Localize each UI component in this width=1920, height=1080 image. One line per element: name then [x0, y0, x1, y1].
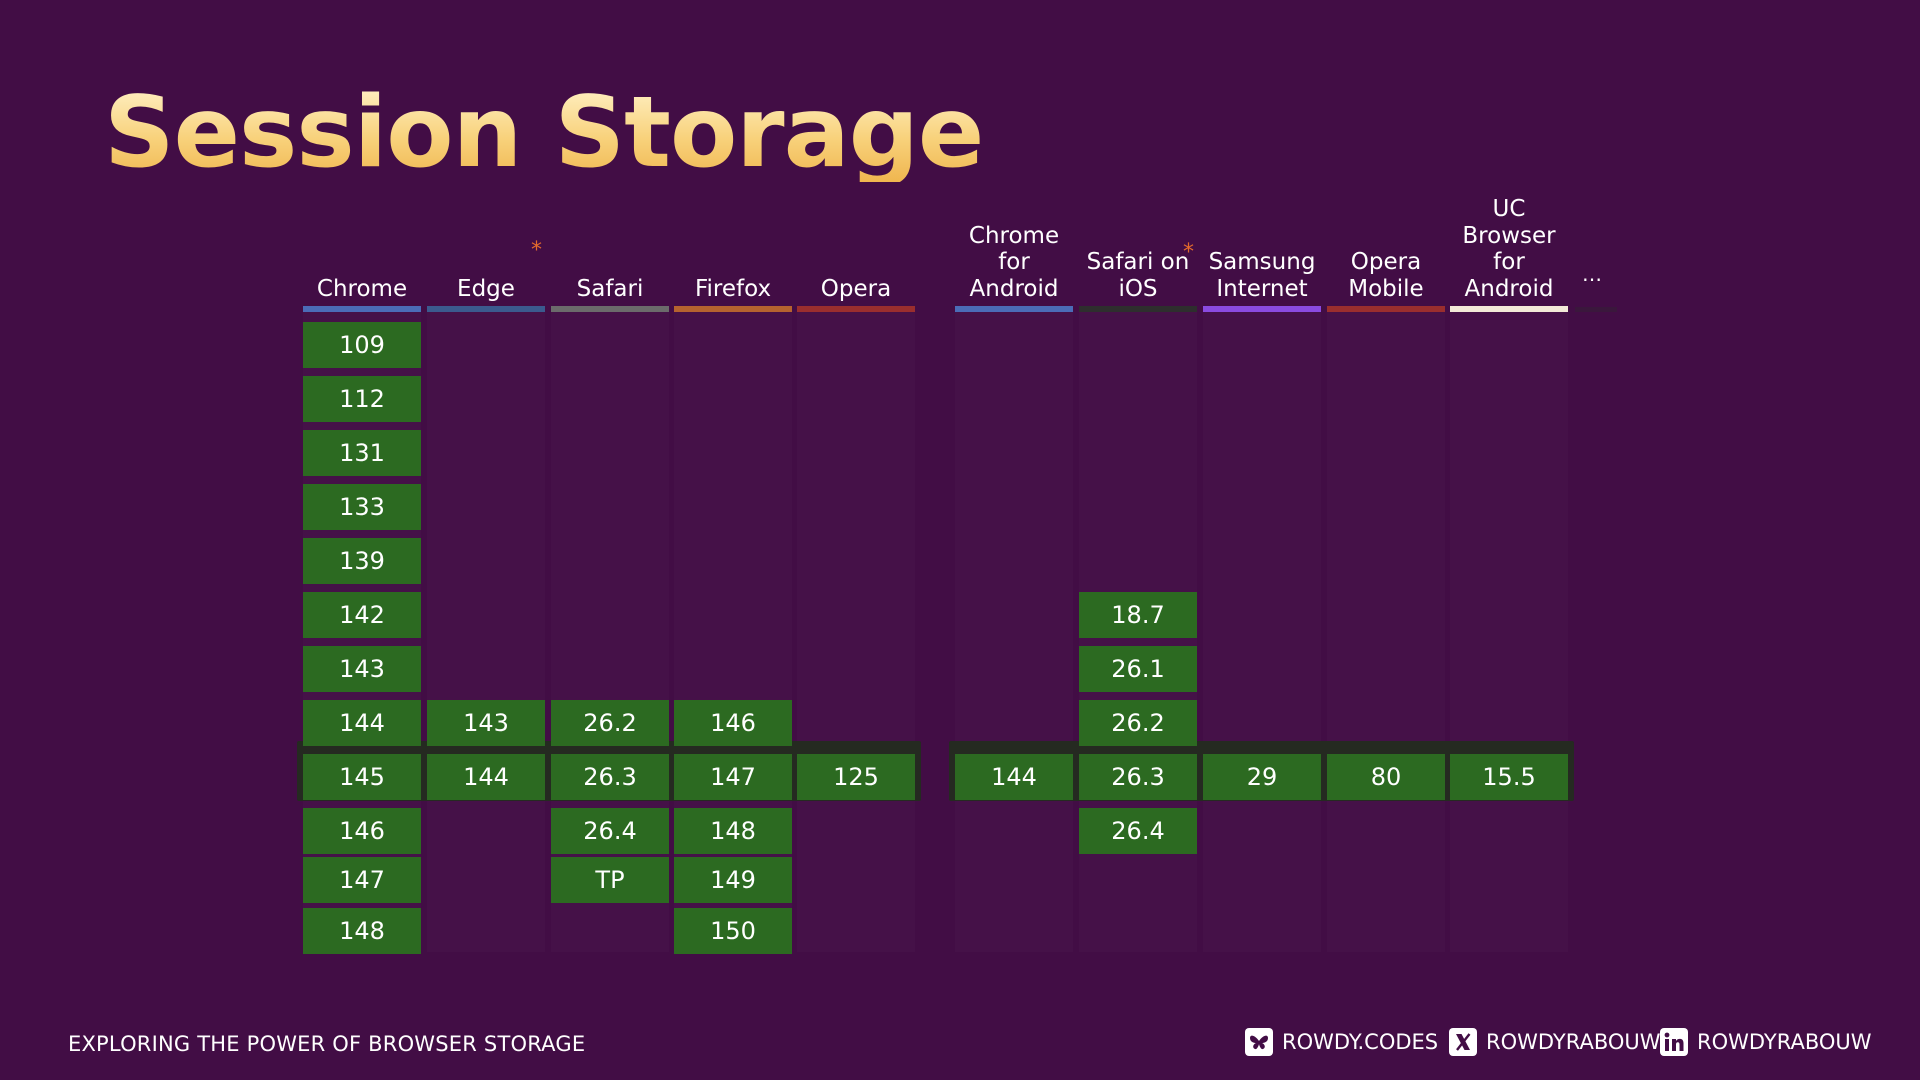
browser-header-opera[interactable]: Opera — [820, 275, 892, 302]
version-cell[interactable]: 143 — [303, 646, 421, 692]
version-cell[interactable]: 149 — [674, 857, 792, 903]
browser-header-opera-mobile[interactable]: Opera Mobile — [1348, 249, 1424, 302]
butterfly-icon — [1244, 1027, 1274, 1057]
version-cell[interactable]: 147 — [303, 857, 421, 903]
note-asterisk[interactable]: * — [1183, 240, 1194, 265]
version-cell[interactable]: 146 — [303, 808, 421, 854]
browser-color-bar-opera-mobile — [1327, 306, 1445, 312]
browser-color-bar-chrome-android — [955, 306, 1073, 312]
browser-color-bar-uc-android — [1450, 306, 1568, 312]
social-linkedin[interactable]: ROWDYRABOUW — [1659, 1026, 1872, 1058]
version-cell[interactable]: 26.3 — [1079, 754, 1197, 800]
version-cell[interactable]: 112 — [303, 376, 421, 422]
browser-header-chrome[interactable]: Chrome — [316, 275, 408, 302]
version-cell[interactable]: 26.2 — [551, 700, 669, 746]
browser-color-bar-opera — [797, 306, 915, 312]
version-cell[interactable]: 148 — [674, 808, 792, 854]
more-browsers-bar — [1575, 307, 1617, 312]
version-cell[interactable]: 131 — [303, 430, 421, 476]
version-cell[interactable]: TP — [551, 857, 669, 903]
version-cell[interactable]: 142 — [303, 592, 421, 638]
version-cell[interactable]: 15.5 — [1450, 754, 1568, 800]
browser-color-bar-safari-ios — [1079, 306, 1197, 312]
note-asterisk[interactable]: * — [531, 238, 542, 263]
version-cell[interactable]: 143 — [427, 700, 545, 746]
browser-column-chrome-android — [955, 312, 1073, 952]
version-cell[interactable]: 133 — [303, 484, 421, 530]
social-bluesky[interactable]: ROWDY.CODES — [1244, 1026, 1438, 1058]
browser-column-safari — [551, 312, 669, 952]
version-cell[interactable]: 144 — [955, 754, 1073, 800]
browser-header-safari-ios[interactable]: Safari on iOS — [1086, 249, 1190, 302]
more-browsers-ellipsis[interactable]: … — [1582, 262, 1602, 286]
browser-column-uc-android — [1450, 312, 1568, 952]
x-icon — [1448, 1027, 1478, 1057]
version-cell[interactable]: 26.4 — [1079, 808, 1197, 854]
version-cell[interactable]: 139 — [303, 538, 421, 584]
browser-header-edge[interactable]: Edge — [457, 275, 515, 302]
browser-header-samsung[interactable]: Samsung Internet — [1208, 249, 1316, 302]
browser-header-safari[interactable]: Safari — [576, 275, 644, 302]
browser-column-opera-mobile — [1327, 312, 1445, 952]
version-cell[interactable]: 150 — [674, 908, 792, 954]
browser-column-firefox — [674, 312, 792, 952]
footer-tagline: EXPLORING THE POWER OF BROWSER STORAGE — [68, 1032, 586, 1056]
version-cell[interactable]: 26.4 — [551, 808, 669, 854]
social-label: ROWDY.CODES — [1282, 1030, 1439, 1054]
browser-column-edge — [427, 312, 545, 952]
browser-column-opera — [797, 312, 915, 952]
version-cell[interactable]: 144 — [427, 754, 545, 800]
version-cell[interactable]: 109 — [303, 322, 421, 368]
browser-header-uc-android[interactable]: UC Browser for Android — [1462, 196, 1556, 302]
linkedin-icon — [1659, 1027, 1689, 1057]
version-cell[interactable]: 26.2 — [1079, 700, 1197, 746]
browser-header-firefox[interactable]: Firefox — [694, 275, 772, 302]
browser-header-chrome-android[interactable]: Chrome for Android — [968, 222, 1060, 302]
browser-column-samsung — [1203, 312, 1321, 952]
version-cell[interactable]: 18.7 — [1079, 592, 1197, 638]
browser-color-bar-edge — [427, 306, 545, 312]
browser-color-bar-firefox — [674, 306, 792, 312]
version-cell[interactable]: 125 — [797, 754, 915, 800]
browser-color-bar-chrome — [303, 306, 421, 312]
version-cell[interactable]: 29 — [1203, 754, 1321, 800]
version-cell[interactable]: 26.3 — [551, 754, 669, 800]
version-cell[interactable]: 147 — [674, 754, 792, 800]
browser-color-bar-samsung — [1203, 306, 1321, 312]
version-cell[interactable]: 146 — [674, 700, 792, 746]
social-x[interactable]: ROWDYRABOUW — [1448, 1026, 1661, 1058]
version-cell[interactable]: 145 — [303, 754, 421, 800]
version-cell[interactable]: 148 — [303, 908, 421, 954]
version-cell[interactable]: 80 — [1327, 754, 1445, 800]
social-label: ROWDYRABOUW — [1697, 1030, 1872, 1054]
social-label: ROWDYRABOUW — [1486, 1030, 1661, 1054]
browser-color-bar-safari — [551, 306, 669, 312]
page-title: Session Storage — [104, 76, 984, 190]
version-cell[interactable]: 26.1 — [1079, 646, 1197, 692]
version-cell[interactable]: 144 — [303, 700, 421, 746]
